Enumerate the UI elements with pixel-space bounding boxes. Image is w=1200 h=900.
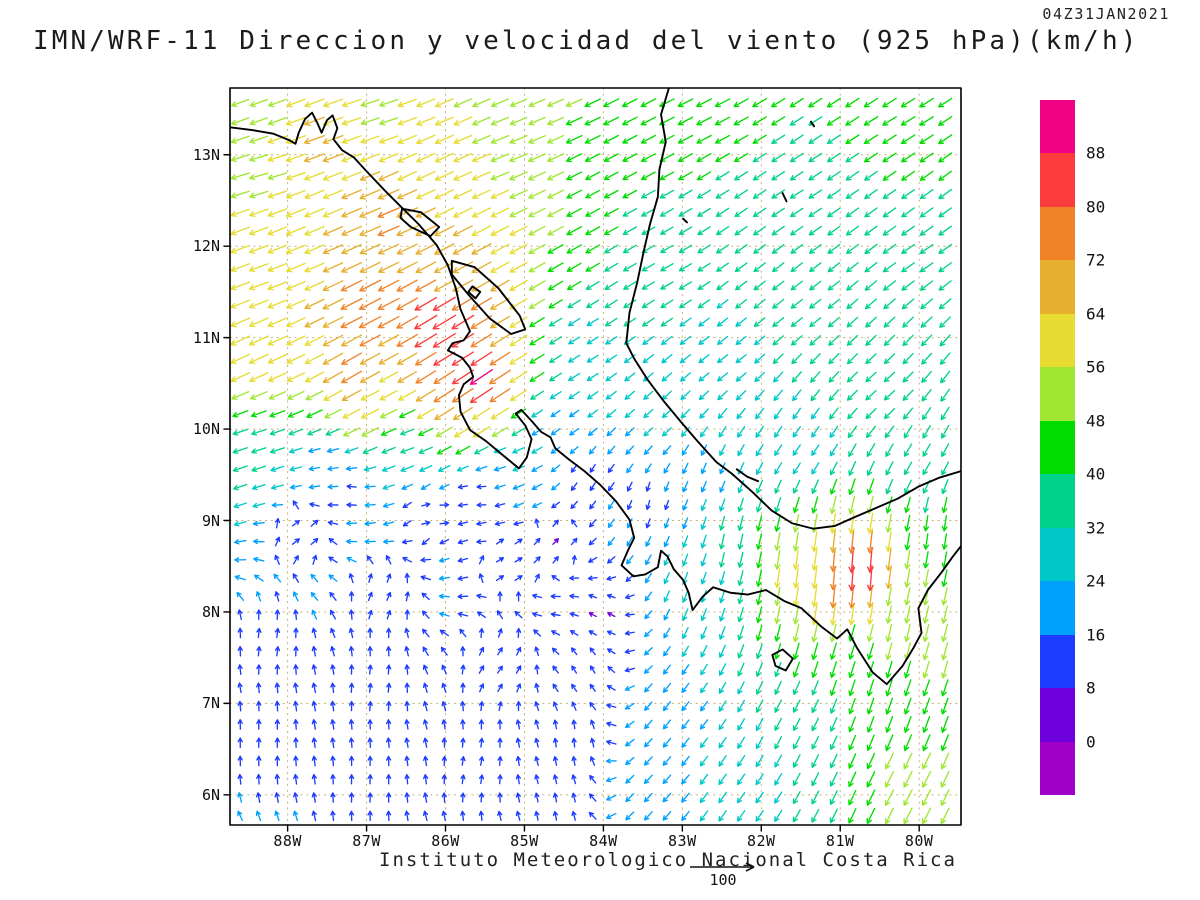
x-axis-tick-label: 85W bbox=[510, 832, 539, 850]
colorbar-tick-label: 16 bbox=[1086, 625, 1106, 645]
colorbar-segment bbox=[1040, 153, 1075, 207]
x-axis-tick-label: 86W bbox=[431, 832, 460, 850]
chart-title: IMN/WRF-11 Direccion y velocidad del vie… bbox=[33, 26, 1140, 56]
y-axis-tick-label: 8N bbox=[201, 602, 220, 621]
colorbar-segment bbox=[1040, 367, 1075, 421]
x-axis-tick-label: 83W bbox=[668, 832, 697, 850]
colorbar-tick-label: 32 bbox=[1086, 518, 1106, 538]
run-timestamp: 04Z31JAN2021 bbox=[1042, 5, 1170, 23]
y-axis-tick-label: 9N bbox=[201, 511, 220, 530]
colorbar-tick-label: 80 bbox=[1086, 197, 1106, 217]
colorbar-tick-label: 24 bbox=[1086, 571, 1106, 591]
colorbar-segment bbox=[1040, 206, 1075, 261]
x-axis-tick-label: 81W bbox=[825, 832, 855, 850]
colorbar bbox=[1040, 100, 1075, 796]
colorbar-segment bbox=[1040, 420, 1075, 475]
colorbar-segment bbox=[1040, 100, 1075, 154]
y-axis-tick-label: 12N bbox=[192, 237, 220, 256]
colorbar-tick-label: 64 bbox=[1086, 304, 1106, 324]
y-axis-tick-label: 7N bbox=[201, 694, 220, 713]
colorbar-segment bbox=[1040, 260, 1075, 314]
colorbar-tick-label: 72 bbox=[1086, 250, 1106, 270]
x-axis-tick-label: 87W bbox=[352, 832, 381, 850]
y-axis-tick-label: 10N bbox=[192, 420, 220, 439]
reference-arrow-icon bbox=[690, 862, 755, 872]
colorbar-tick-label: 8 bbox=[1086, 678, 1096, 698]
colorbar-tick-label: 0 bbox=[1086, 732, 1096, 752]
colorbar-segment bbox=[1040, 474, 1075, 528]
colorbar-segment bbox=[1040, 527, 1075, 582]
x-axis-tick-label: 82W bbox=[746, 832, 776, 850]
x-axis-tick-label: 80W bbox=[904, 832, 934, 850]
footer-caption: Instituto Meteorologico Nacional Costa R… bbox=[379, 849, 957, 871]
colorbar-tick-label: 88 bbox=[1086, 143, 1106, 163]
y-axis-tick-label: 11N bbox=[192, 328, 220, 347]
x-axis-tick-label: 84W bbox=[589, 832, 618, 850]
reference-arrow-label: 100 bbox=[709, 871, 737, 889]
colorbar-segment bbox=[1040, 741, 1075, 796]
y-axis-tick-label: 13N bbox=[192, 145, 220, 164]
colorbar-tick-label: 40 bbox=[1086, 464, 1106, 484]
colorbar-segment bbox=[1040, 688, 1075, 742]
colorbar-tick-label: 48 bbox=[1086, 411, 1106, 431]
x-axis-tick-label: 88W bbox=[273, 832, 302, 850]
wind-vector-map-canvas bbox=[198, 80, 988, 844]
colorbar-segment bbox=[1040, 581, 1075, 635]
colorbar-segment bbox=[1040, 634, 1075, 689]
colorbar-segment bbox=[1040, 313, 1075, 368]
colorbar-tick-label: 56 bbox=[1086, 357, 1106, 377]
y-axis-tick-label: 6N bbox=[201, 785, 220, 804]
